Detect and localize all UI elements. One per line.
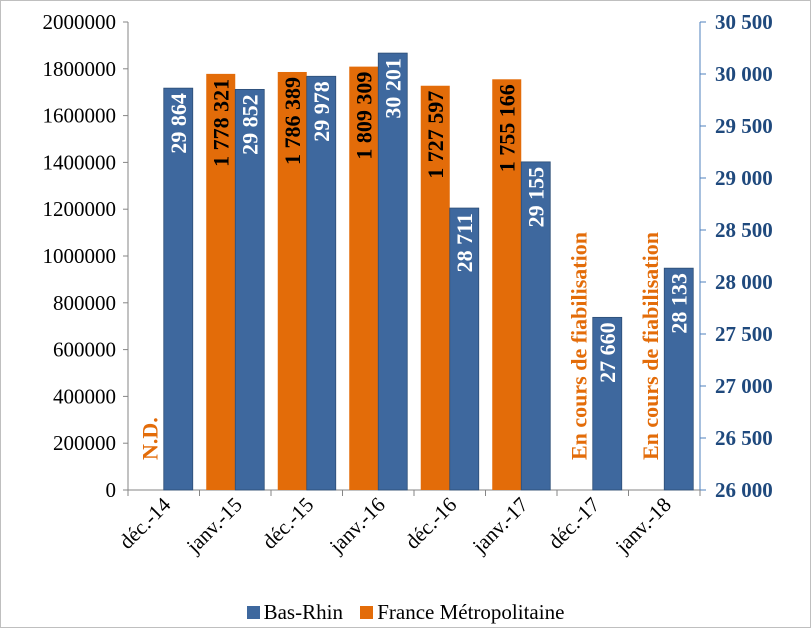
bar-bas-rhin [377, 52, 408, 491]
x-tick-label: déc.-16 [400, 493, 461, 554]
left-tick-label: 800000 [53, 291, 116, 315]
legend-label-france: France Métropolitaine [377, 600, 565, 624]
left-tick-label: 400000 [53, 384, 116, 408]
bar-france [277, 71, 307, 490]
data-label-bas-rhin: 29 864 [166, 93, 191, 154]
right-tick-label: 26 500 [715, 426, 773, 450]
data-label-bas-rhin: 29 978 [309, 81, 334, 141]
data-label-bas-rhin: 29 852 [238, 94, 263, 155]
bar-france [420, 85, 450, 490]
x-tick-label: déc.-17 [543, 493, 604, 554]
x-tick-label: janv.-16 [324, 493, 390, 559]
bar-france [349, 66, 379, 490]
left-tick-label: 200000 [53, 431, 116, 455]
x-tick-label: janv.-15 [181, 493, 247, 559]
bar-bas-rhin [592, 316, 623, 491]
right-tick-label: 26 000 [715, 478, 773, 502]
right-tick-label: 27 000 [715, 374, 773, 398]
data-label-bas-rhin: 29 155 [524, 167, 549, 228]
bar-bas-rhin [234, 88, 265, 491]
bar-france [206, 73, 236, 490]
legend-label-bas-rhin: Bas-Rhin [263, 600, 343, 624]
x-tick-label: déc.-14 [114, 492, 175, 553]
right-tick-label: 29 500 [715, 114, 773, 138]
legend: Bas-Rhin France Métropolitaine [0, 600, 811, 625]
data-label-bas-rhin: 28 711 [452, 213, 477, 272]
data-label-france: 1 727 597 [423, 91, 448, 179]
right-tick-label: 30 000 [715, 62, 773, 86]
data-label-france: 1 786 389 [280, 77, 305, 165]
x-tick-label: janv.-17 [467, 493, 533, 559]
data-label-bas-rhin: 27 660 [595, 322, 620, 383]
data-label-france: 1 755 166 [495, 84, 520, 172]
data-label-france: 1 778 321 [209, 79, 234, 167]
left-tick-label: 1400000 [43, 150, 117, 174]
data-label-france-na: En cours de fiabilisation [566, 232, 591, 460]
data-label-bas-rhin: 28 133 [667, 273, 692, 334]
x-tick-label: déc.-15 [257, 493, 318, 554]
bar-bas-rhin [306, 75, 337, 491]
bar-bas-rhin [663, 267, 694, 491]
bar-bas-rhin [163, 87, 194, 491]
left-tick-label: 1200000 [43, 197, 117, 221]
right-tick-label: 30 500 [715, 10, 773, 34]
left-tick-label: 1800000 [43, 57, 117, 81]
left-tick-label: 1600000 [43, 104, 117, 128]
bar-chart: 0 200000 400000 600000 800000 1000000 1200000 1… [43, 10, 773, 559]
data-label-france: 1 809 309 [352, 72, 377, 160]
left-tick-label: 1000000 [43, 244, 117, 268]
x-tick-label: janv.-18 [610, 493, 676, 559]
right-tick-label: 29 000 [715, 166, 773, 190]
bar-bas-rhin [520, 161, 551, 491]
left-tick-label: 600000 [53, 338, 116, 362]
legend-item-france: France Métropolitaine [360, 600, 564, 625]
data-label-france-na: N.D. [137, 417, 162, 460]
legend-swatch-france [360, 606, 374, 619]
right-tick-label: 28 500 [715, 218, 773, 242]
right-tick-label: 28 000 [715, 270, 773, 294]
right-tick-label: 27 500 [715, 322, 773, 346]
bar-france [492, 79, 522, 491]
legend-item-bas-rhin: Bas-Rhin [246, 600, 343, 625]
left-tick-label: 2000000 [43, 10, 117, 34]
data-label-france-na: En cours de fiabilisation [638, 232, 663, 460]
legend-swatch-bas-rhin [246, 606, 260, 619]
bar-bas-rhin [449, 207, 480, 491]
data-label-bas-rhin: 30 201 [381, 58, 406, 119]
left-tick-label: 0 [106, 478, 117, 502]
